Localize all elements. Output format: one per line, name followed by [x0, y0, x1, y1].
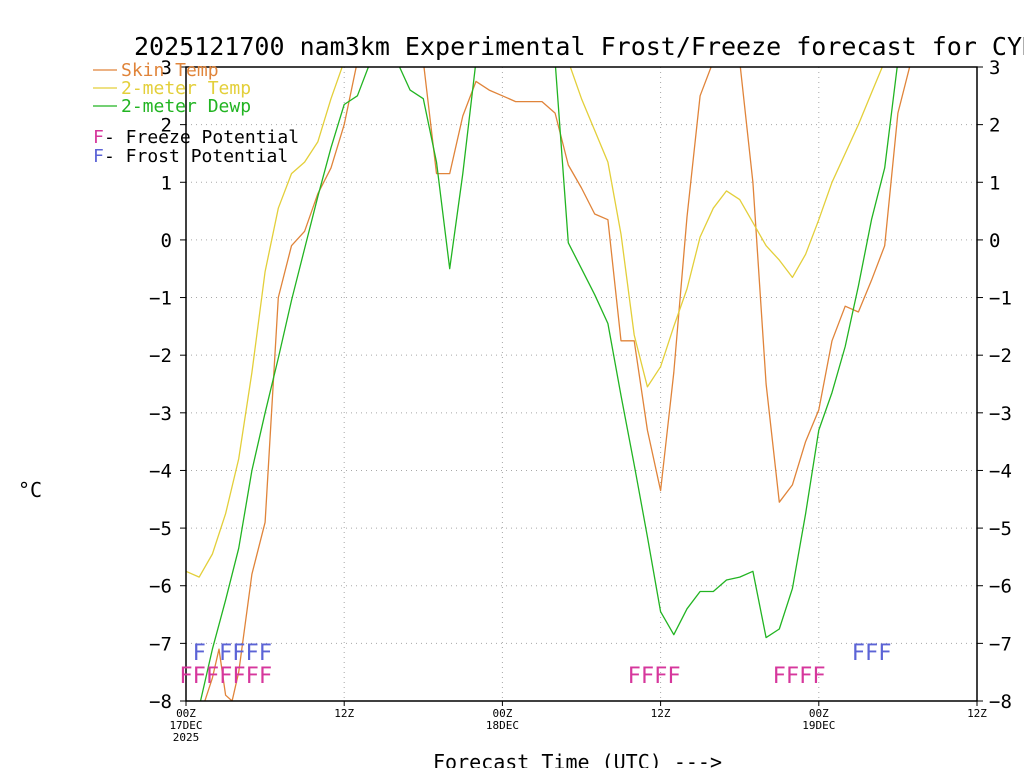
y-tick-label: 0 — [161, 230, 172, 252]
y-tick-label: 2 — [161, 115, 172, 137]
y-tick-label: −4 — [149, 460, 172, 482]
y-tick-label-right: 2 — [989, 115, 1000, 137]
x-tick-label: 12Z — [334, 707, 354, 720]
y-tick-label-right: −1 — [989, 288, 1012, 310]
y-axis-right: 3 2 1 0 −1 −2 −3 −4 −5 −6 −7 −8 — [977, 57, 1012, 713]
legend-freeze-potential-prefix: F — [93, 127, 104, 148]
y-axis-label: °C — [18, 478, 42, 502]
y-tick-label: −5 — [149, 518, 172, 540]
x-tick-label: 2025 — [173, 731, 200, 744]
y-tick-label: −2 — [149, 345, 172, 367]
x-tick-label: 00Z — [176, 707, 196, 720]
y-tick-label: 1 — [161, 172, 172, 194]
frost-potential-flag: FFF — [852, 641, 892, 666]
y-tick-label: 3 — [161, 57, 172, 79]
y-tick-label-right: −6 — [989, 576, 1012, 598]
legend-freeze-potential-label: - Freeze Potential — [104, 127, 299, 148]
series-layer — [186, 67, 911, 701]
y-tick-label: −7 — [149, 633, 172, 655]
freeze-potential-flag: FFFF — [773, 664, 826, 689]
x-tick-label: 18DEC — [486, 719, 519, 732]
x-axis-label: Forecast Time (UTC) ---> — [433, 750, 722, 768]
legend-2-meter-dewp-label: 2-meter Dewp — [121, 96, 251, 117]
legend-2-meter-temp-label: 2-meter Temp — [121, 78, 251, 99]
y-tick-label-right: 1 — [989, 172, 1000, 194]
2-meter-temp-line — [186, 67, 883, 578]
y-tick-label-right: −8 — [989, 691, 1012, 713]
y-tick-label-right: −5 — [989, 518, 1012, 540]
legend-frost-potential-label: - Frost Potential — [104, 146, 288, 167]
chart-title: 2025121700 nam3km Experimental Frost/Fre… — [134, 32, 1024, 61]
frost-potential-flag: FFFF — [219, 641, 272, 666]
x-tick-label: 00Z — [492, 707, 512, 720]
y-tick-label-right: −7 — [989, 633, 1012, 655]
skin-temp-line — [204, 67, 911, 701]
plot-frame — [185, 66, 978, 702]
freeze-potential-flag: FFFFFFF — [179, 664, 272, 689]
y-axis-left: 3 2 1 0 −1 −2 −3 −4 −5 −6 −7 −8 — [149, 57, 186, 713]
y-tick-label: −1 — [149, 288, 172, 310]
legend-skin-temp-label: Skin Temp — [121, 60, 219, 81]
x-tick-label: 00Z — [809, 707, 829, 720]
y-tick-label: −8 — [149, 691, 172, 713]
frost-potential-flag: F — [193, 641, 206, 666]
y-tick-label: −3 — [149, 403, 172, 425]
y-tick-label-right: 3 — [989, 57, 1000, 79]
freeze-potential-flag: FFFF — [628, 664, 681, 689]
x-tick-label: 19DEC — [802, 719, 835, 732]
y-tick-label-right: −3 — [989, 403, 1012, 425]
y-tick-label-right: −2 — [989, 345, 1012, 367]
x-tick-label: 12Z — [651, 707, 671, 720]
legend-frost-potential-prefix: F — [93, 146, 104, 167]
y-tick-label: −6 — [149, 576, 172, 598]
y-tick-label-right: 0 — [989, 230, 1000, 252]
x-tick-label: 12Z — [967, 707, 987, 720]
y-tick-label-right: −4 — [989, 460, 1012, 482]
2-meter-dewp-line — [199, 67, 898, 701]
x-tick-label: 17DEC — [169, 719, 202, 732]
